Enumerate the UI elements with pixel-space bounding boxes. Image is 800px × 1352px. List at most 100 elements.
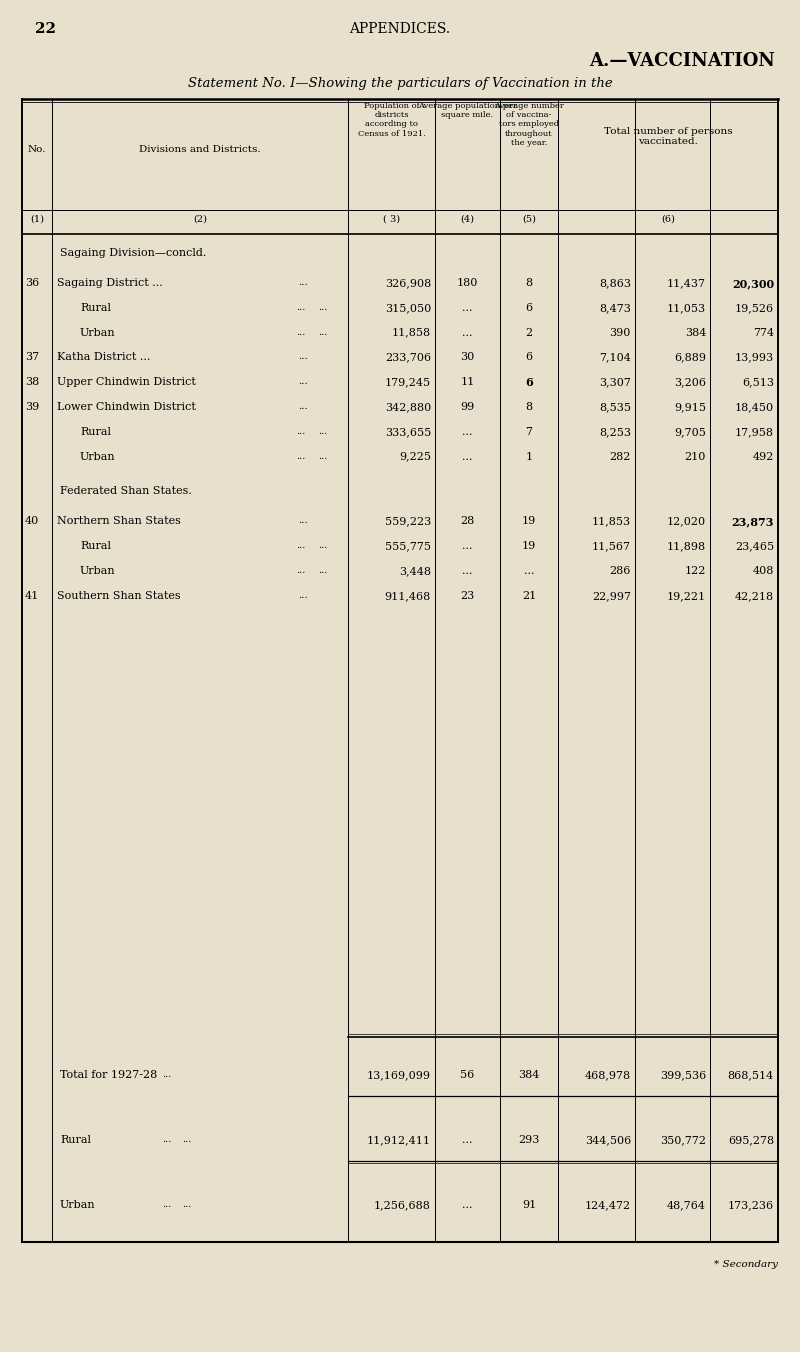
Text: 17,958: 17,958 xyxy=(735,427,774,437)
Text: 8: 8 xyxy=(526,279,533,288)
Text: 11,912,411: 11,912,411 xyxy=(367,1134,431,1145)
Text: ...: ... xyxy=(182,1201,191,1209)
Text: 384: 384 xyxy=(518,1069,540,1080)
Text: 6: 6 xyxy=(526,303,533,312)
Text: ...: ... xyxy=(318,566,327,575)
Text: 8,863: 8,863 xyxy=(599,279,631,288)
Text: ...: ... xyxy=(296,327,306,337)
Text: 384: 384 xyxy=(685,327,706,338)
Text: 282: 282 xyxy=(610,452,631,461)
Text: (4): (4) xyxy=(461,215,474,223)
Text: 8,535: 8,535 xyxy=(599,402,631,412)
Text: 36: 36 xyxy=(25,279,39,288)
Text: 350,772: 350,772 xyxy=(660,1134,706,1145)
Text: 23,465: 23,465 xyxy=(735,541,774,552)
Text: Sagaing Division—concld.: Sagaing Division—concld. xyxy=(60,247,206,258)
Text: 315,050: 315,050 xyxy=(385,303,431,312)
Text: 30: 30 xyxy=(460,353,474,362)
Text: 13,993: 13,993 xyxy=(735,353,774,362)
Text: Statement No. I—Showing the particulars of Vaccination in the: Statement No. I—Showing the particulars … xyxy=(188,77,612,91)
Text: 3,307: 3,307 xyxy=(599,377,631,387)
Text: 774: 774 xyxy=(753,327,774,338)
Text: ...: ... xyxy=(162,1134,171,1144)
Text: ...: ... xyxy=(318,541,327,550)
Text: 2: 2 xyxy=(526,327,533,338)
Text: 286: 286 xyxy=(610,566,631,576)
Text: Urban: Urban xyxy=(80,566,116,576)
Text: 23,873: 23,873 xyxy=(731,516,774,527)
Text: ...: ... xyxy=(462,452,473,461)
Text: ...: ... xyxy=(524,566,534,576)
Text: 559,223: 559,223 xyxy=(385,516,431,526)
Text: (5): (5) xyxy=(522,215,536,223)
Text: 99: 99 xyxy=(460,402,474,412)
Text: Rural: Rural xyxy=(80,427,111,437)
Text: Sagaing District ...: Sagaing District ... xyxy=(57,279,162,288)
Text: 21: 21 xyxy=(522,591,536,600)
Text: 11,053: 11,053 xyxy=(667,303,706,312)
Text: Northern Shan States: Northern Shan States xyxy=(57,516,181,526)
Text: 6,513: 6,513 xyxy=(742,377,774,387)
Text: 19,221: 19,221 xyxy=(667,591,706,600)
Text: 333,655: 333,655 xyxy=(385,427,431,437)
Text: ...: ... xyxy=(296,541,306,550)
Text: (2): (2) xyxy=(193,215,207,223)
Text: ...: ... xyxy=(462,1201,473,1210)
Text: Lower Chindwin District: Lower Chindwin District xyxy=(57,402,196,412)
Text: 28: 28 xyxy=(460,516,474,526)
Text: 19: 19 xyxy=(522,516,536,526)
Text: 3,448: 3,448 xyxy=(399,566,431,576)
Text: 23: 23 xyxy=(460,591,474,600)
Text: 22,997: 22,997 xyxy=(592,591,631,600)
Text: 37: 37 xyxy=(25,353,39,362)
Text: 408: 408 xyxy=(753,566,774,576)
Text: 179,245: 179,245 xyxy=(385,377,431,387)
Text: (6): (6) xyxy=(661,215,675,223)
Text: 19: 19 xyxy=(522,541,536,552)
Text: 13,169,099: 13,169,099 xyxy=(367,1069,431,1080)
Text: APPENDICES.: APPENDICES. xyxy=(350,22,450,37)
Text: 8,473: 8,473 xyxy=(599,303,631,312)
Text: ...: ... xyxy=(318,327,327,337)
Text: 8: 8 xyxy=(526,402,533,412)
Text: Upper Chindwin District: Upper Chindwin District xyxy=(57,377,196,387)
Text: Population of
districts
according to
Census of 1921.: Population of districts according to Cen… xyxy=(358,101,426,138)
Text: ...: ... xyxy=(462,566,473,576)
Text: 9,915: 9,915 xyxy=(674,402,706,412)
Text: 210: 210 xyxy=(685,452,706,461)
Text: Rural: Rural xyxy=(60,1134,91,1145)
Text: 11,437: 11,437 xyxy=(667,279,706,288)
Text: Urban: Urban xyxy=(80,452,116,461)
Text: 7,104: 7,104 xyxy=(599,353,631,362)
Text: Average population per
square mile.: Average population per square mile. xyxy=(418,101,517,119)
Text: ...: ... xyxy=(296,427,306,435)
Text: 9,225: 9,225 xyxy=(399,452,431,461)
Text: ...: ... xyxy=(298,377,308,387)
Text: ...: ... xyxy=(462,541,473,552)
Text: 18,450: 18,450 xyxy=(735,402,774,412)
Text: 695,278: 695,278 xyxy=(728,1134,774,1145)
Text: 11,898: 11,898 xyxy=(667,541,706,552)
Text: 11,858: 11,858 xyxy=(392,327,431,338)
Text: ...: ... xyxy=(462,427,473,437)
Text: 3,206: 3,206 xyxy=(674,377,706,387)
Text: 22: 22 xyxy=(35,22,56,37)
Text: 122: 122 xyxy=(685,566,706,576)
Text: ...: ... xyxy=(462,1134,473,1145)
Text: 40: 40 xyxy=(25,516,39,526)
Text: 19,526: 19,526 xyxy=(735,303,774,312)
Text: ...: ... xyxy=(318,303,327,312)
Text: ...: ... xyxy=(162,1069,171,1079)
Text: Federated Shan States.: Federated Shan States. xyxy=(60,487,192,496)
Text: 56: 56 xyxy=(460,1069,474,1080)
Text: 48,764: 48,764 xyxy=(667,1201,706,1210)
Text: 39: 39 xyxy=(25,402,39,412)
Text: No.: No. xyxy=(28,146,46,154)
Text: 399,536: 399,536 xyxy=(660,1069,706,1080)
Text: ...: ... xyxy=(298,402,308,411)
Text: Katha District ...: Katha District ... xyxy=(57,353,150,362)
Text: Urban: Urban xyxy=(80,327,116,338)
Text: ...: ... xyxy=(318,452,327,461)
Text: Total for 1927-28: Total for 1927-28 xyxy=(60,1069,158,1080)
Text: 11,567: 11,567 xyxy=(592,541,631,552)
